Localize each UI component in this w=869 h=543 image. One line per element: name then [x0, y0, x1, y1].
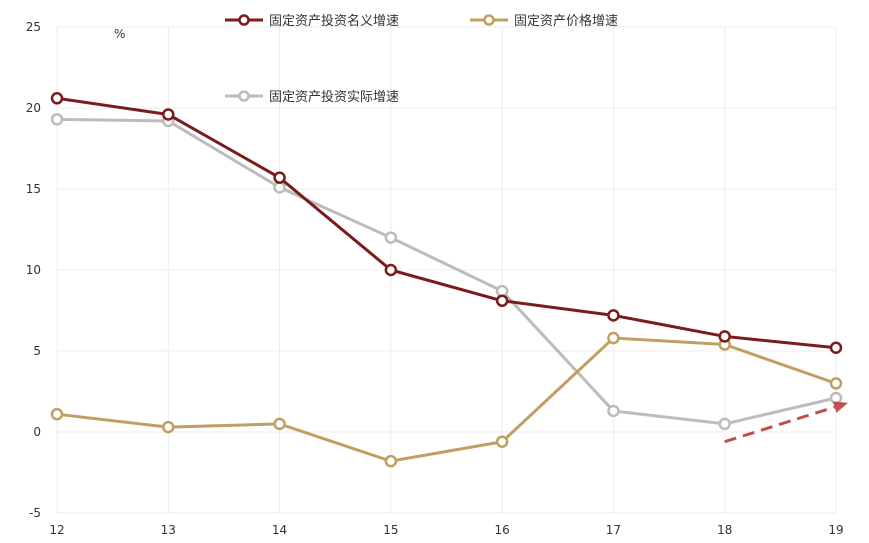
data-point: [718, 330, 731, 343]
data-point: [495, 435, 509, 448]
data-point: [607, 309, 620, 322]
x-tick-label: 14: [272, 523, 287, 537]
series-line: [56, 117, 837, 426]
x-tick-label: 15: [383, 523, 398, 537]
y-tick-label: 0: [33, 425, 41, 439]
trend-arrow-head: [832, 401, 848, 413]
y-tick-label: 5: [33, 344, 41, 358]
data-point: [162, 108, 175, 121]
x-tick-label: 16: [495, 523, 510, 537]
x-tick-label: 17: [606, 523, 621, 537]
grid: [56, 26, 837, 514]
legend-label: 固定资产价格增速: [514, 13, 618, 29]
data-point: [273, 171, 286, 184]
data-point: [162, 420, 175, 434]
y-tick-label: 25: [26, 20, 41, 34]
data-point: [384, 231, 398, 244]
x-tick-label: 13: [161, 523, 176, 537]
data-point: [384, 263, 398, 277]
data-point: [829, 341, 843, 355]
unit-label: %: [114, 27, 125, 41]
y-tick-label: 15: [26, 182, 41, 196]
data-point: [607, 331, 620, 345]
y-tick-label: -5: [29, 506, 41, 520]
legend-swatch-marker: [483, 14, 495, 26]
x-tick-label: 19: [828, 523, 843, 537]
data-point: [829, 377, 843, 390]
data-point: [384, 454, 398, 468]
data-point: [273, 417, 286, 431]
data-point: [495, 294, 509, 308]
data-point: [607, 404, 620, 418]
legend-swatch-marker: [238, 14, 250, 26]
legend-swatch-marker: [238, 90, 250, 102]
series: [50, 92, 843, 468]
data-point: [50, 407, 64, 421]
data-point: [718, 417, 731, 431]
axes: -5 0 5 10 15 20 25 12 13 14 15 16 17 18 19: [26, 20, 844, 537]
series-line: [56, 336, 837, 463]
trend-arrow-line: [724, 405, 836, 444]
x-tick-label: 12: [49, 523, 64, 537]
legend-label: 固定资产投资名义增速: [269, 13, 399, 29]
series-line: [56, 96, 837, 350]
annotations: [724, 401, 848, 444]
y-tick-label: 10: [26, 263, 41, 277]
data-point: [50, 113, 64, 126]
data-point: [829, 391, 843, 405]
legend-label: 固定资产投资实际增速: [269, 89, 399, 105]
x-tick-label: 18: [717, 523, 732, 537]
data-point: [50, 92, 64, 105]
y-tick-label: 20: [26, 101, 41, 115]
